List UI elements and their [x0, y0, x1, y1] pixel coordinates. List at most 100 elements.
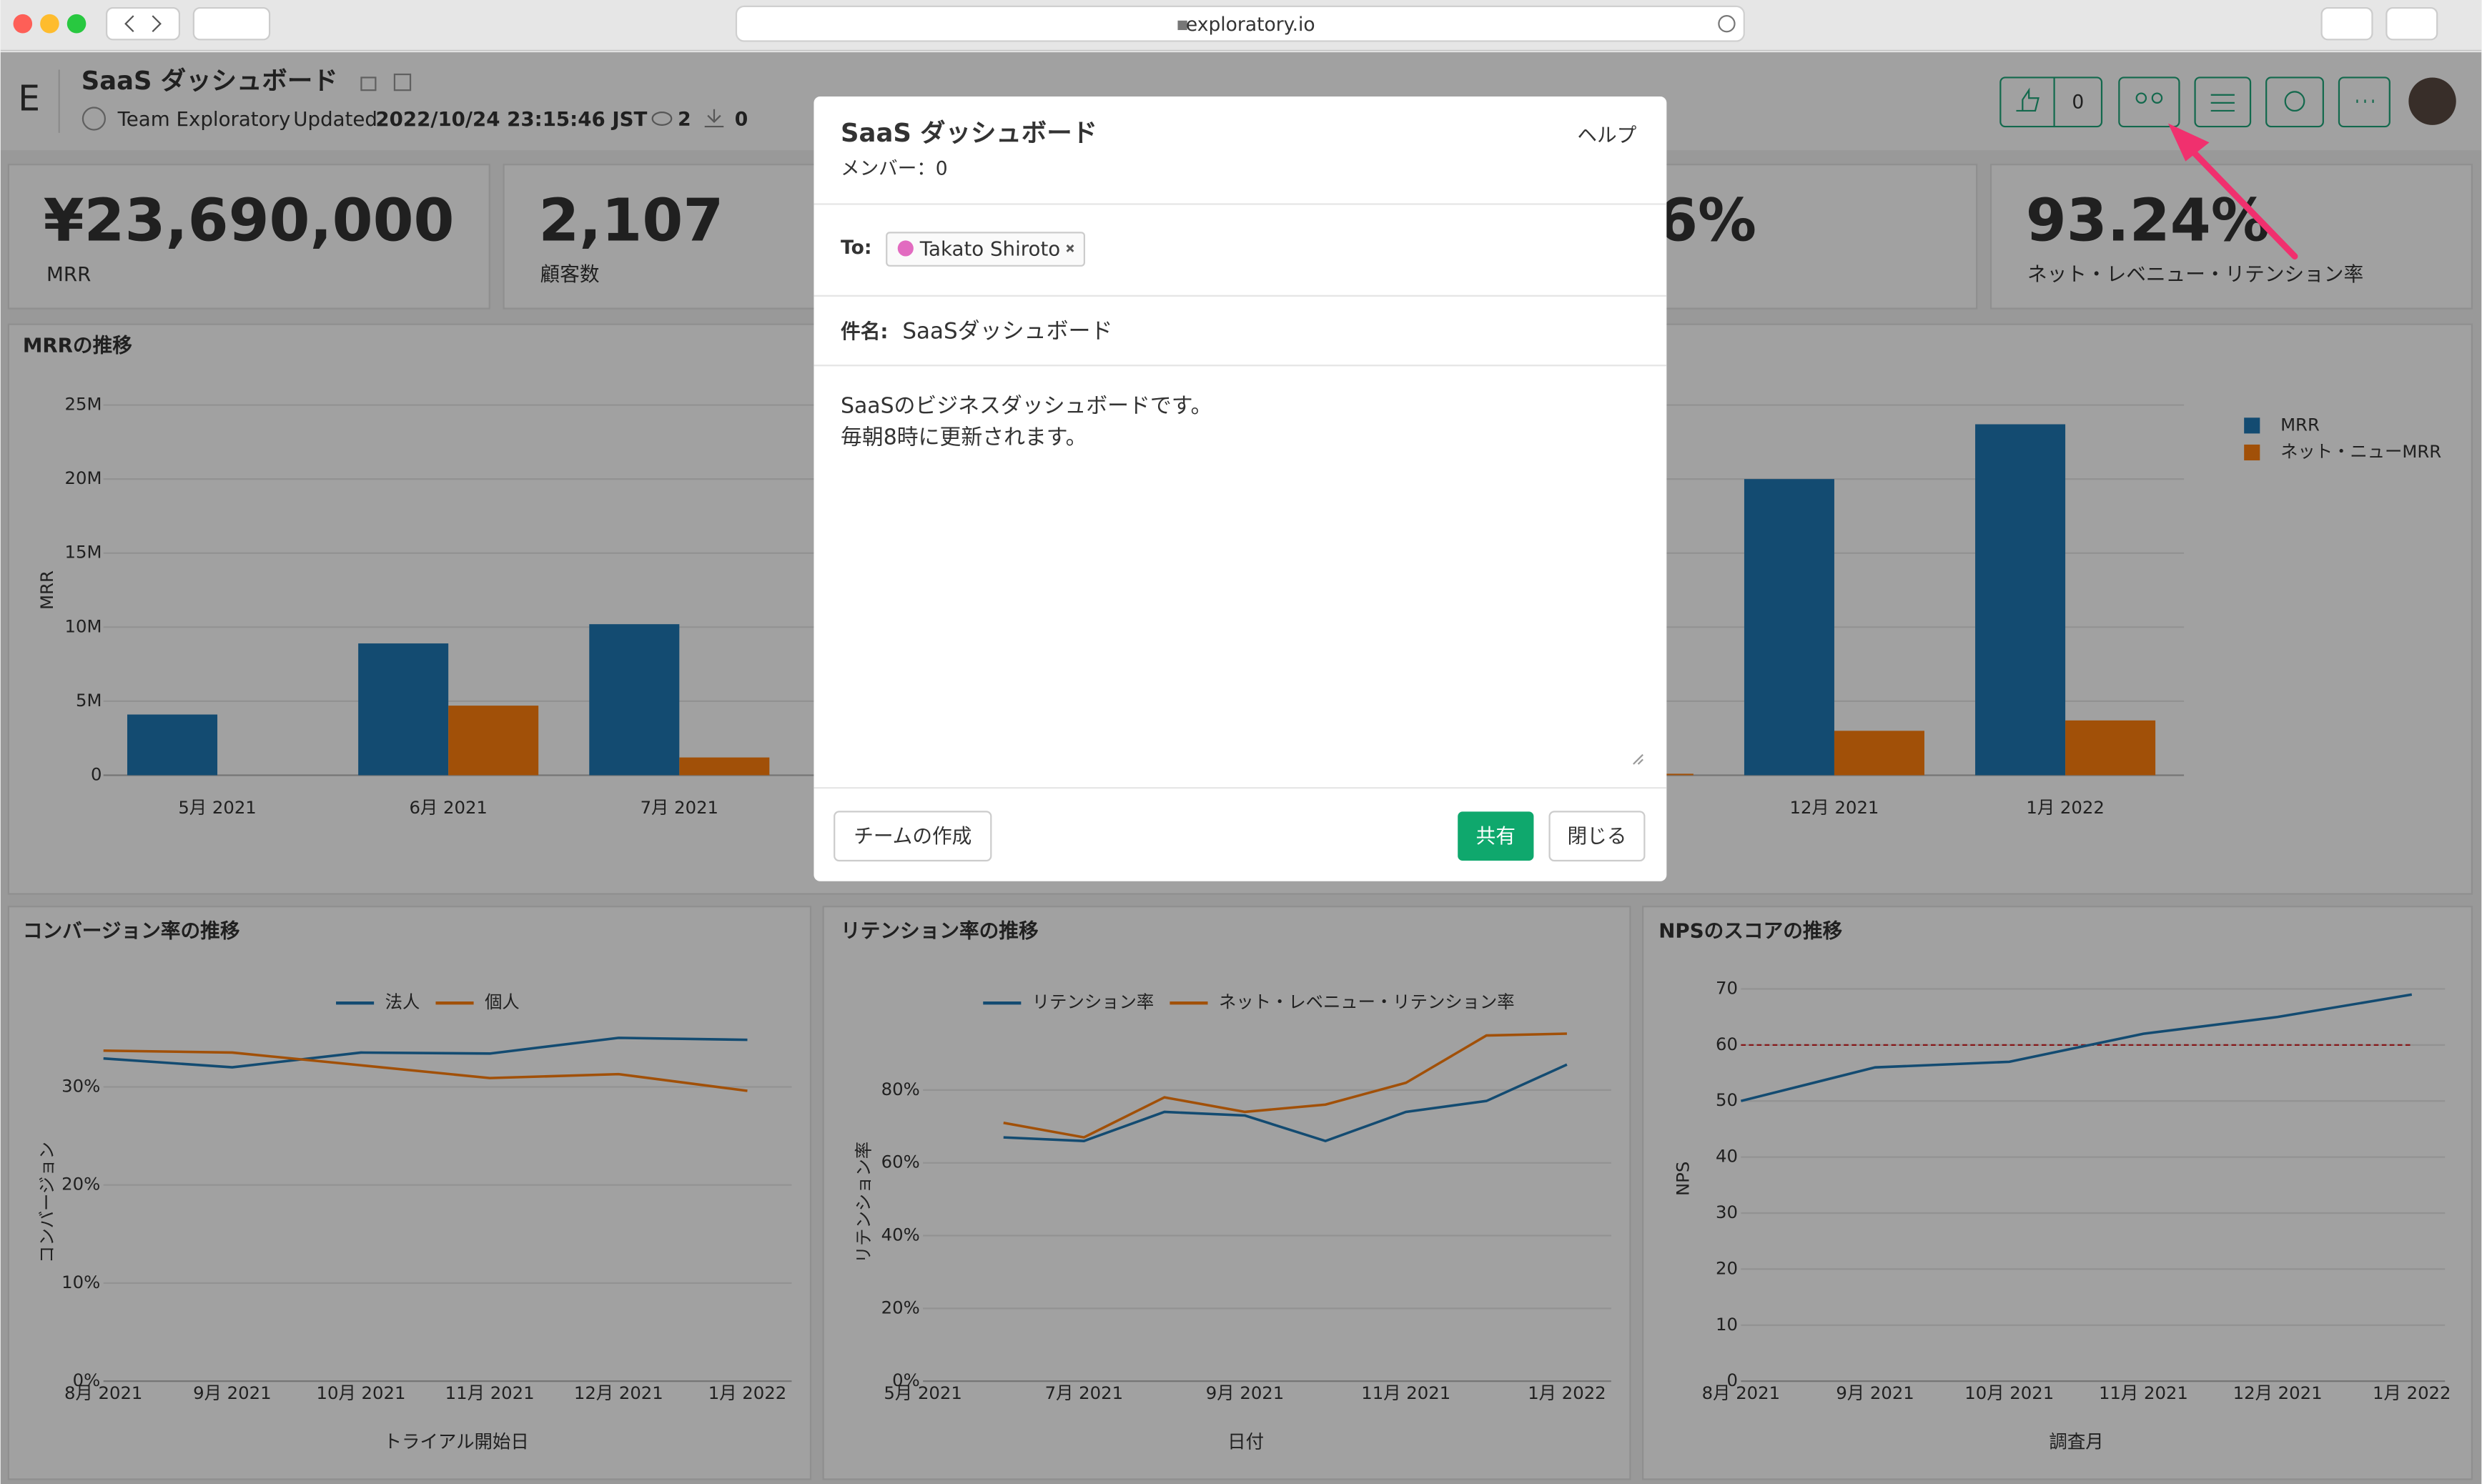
- line-series: [1003, 1063, 1568, 1143]
- chart-title: コンバージョン率の推移: [23, 919, 240, 943]
- y-tick-label: 15M: [65, 542, 102, 563]
- legend-label: MRR: [2280, 414, 2320, 435]
- y-axis-title: MRR: [36, 570, 57, 610]
- sidebar-button[interactable]: [192, 6, 271, 41]
- lock-icon[interactable]: [360, 76, 377, 91]
- create-team-button[interactable]: [834, 811, 992, 862]
- like-count: 0: [2072, 91, 2084, 113]
- chart-title: NPSのスコアの推移: [1658, 919, 1842, 943]
- x-tick-label: 9月 2021: [1836, 1382, 1914, 1403]
- x-tick-label: 7月 2021: [641, 797, 718, 818]
- share-label: 共有: [1476, 824, 1516, 848]
- share-button[interactable]: [1458, 811, 1534, 861]
- y-tick-label: 80%: [881, 1079, 920, 1099]
- edit-icon[interactable]: [393, 73, 412, 91]
- bar: [1834, 731, 1924, 776]
- x-tick-label: 1月 2022: [2373, 1382, 2451, 1403]
- close-label: 閉じる: [1567, 824, 1626, 848]
- like-button[interactable]: [1999, 76, 2103, 128]
- bar: [589, 624, 680, 776]
- legend-label: ネット・ニューMRR: [2280, 441, 2441, 462]
- share-icon: [2151, 92, 2163, 104]
- logo[interactable]: E: [18, 79, 40, 119]
- y-tick-label: 0: [1726, 1370, 1737, 1390]
- address-bar[interactable]: [735, 5, 1745, 42]
- modal-title: SaaS ダッシュボード: [841, 119, 1097, 148]
- kpi-value: 6%: [1657, 187, 1756, 255]
- schedule-button[interactable]: [2265, 76, 2324, 128]
- y-tick-label: 10: [1716, 1314, 1738, 1335]
- zoom-window[interactable]: [66, 14, 86, 34]
- subject-label: 件名:: [841, 320, 888, 343]
- y-tick-label: 25M: [65, 394, 102, 415]
- team-icon: [81, 107, 107, 131]
- kpi-label: ネット・レベニュー・リテンション率: [2027, 262, 2363, 286]
- modal-members: メンバー：0: [841, 157, 948, 179]
- recipient-dot: [897, 240, 914, 257]
- url: exploratory.io: [1186, 14, 1315, 36]
- views-icon: [651, 112, 673, 126]
- y-tick-label: 0: [91, 763, 102, 784]
- legend-label: 個人: [485, 991, 520, 1012]
- y-tick-label: 20M: [65, 468, 102, 488]
- x-tick-label: 11月 2021: [2099, 1382, 2188, 1403]
- y-tick-label: 5M: [76, 690, 102, 711]
- line-series: [103, 1049, 748, 1092]
- close-window[interactable]: [13, 14, 33, 34]
- y-tick-label: 40: [1716, 1146, 1738, 1167]
- x-tick-label: 11月 2021: [445, 1382, 535, 1403]
- x-tick-label: 10月 2021: [1964, 1382, 2054, 1403]
- nav-buttons[interactable]: [106, 6, 181, 41]
- share-button[interactable]: [2320, 6, 2373, 41]
- kpi-value: 2,107: [538, 187, 723, 255]
- bar: [127, 714, 218, 776]
- bar: [2065, 720, 2156, 776]
- bar: [679, 757, 770, 776]
- legend-label: 法人: [385, 991, 420, 1012]
- y-tick-label: 30%: [61, 1075, 100, 1096]
- x-axis-title: トライアル開始日: [384, 1431, 529, 1453]
- kpi-label: MRR: [46, 262, 91, 286]
- x-tick-label: 5月 2021: [178, 797, 256, 818]
- y-tick-label: 40%: [881, 1225, 920, 1245]
- avatar[interactable]: [2408, 77, 2456, 125]
- kpi-card: [7, 164, 490, 310]
- settings-icon: [2210, 94, 2235, 112]
- subject-input[interactable]: SaaSダッシュボード: [902, 318, 1112, 344]
- lock-icon: [1177, 20, 1187, 31]
- close-button[interactable]: [1548, 811, 1646, 862]
- x-tick-label: 12月 2021: [2233, 1382, 2323, 1403]
- to-label: To:: [841, 237, 871, 259]
- x-tick-label: 1月 2022: [708, 1382, 786, 1403]
- tabs-button[interactable]: [2385, 6, 2438, 41]
- minimize-window[interactable]: [40, 14, 59, 34]
- x-tick-label: 8月 2021: [1702, 1382, 1780, 1403]
- help-link[interactable]: ヘルプ: [1577, 123, 1636, 147]
- y-tick-label: 10M: [65, 615, 102, 636]
- y-tick-label: 20%: [881, 1297, 920, 1317]
- share-dashboard-button[interactable]: [2118, 76, 2180, 128]
- schedule-icon: [2284, 91, 2305, 112]
- message-line: 毎朝8時に更新されます。: [841, 425, 1087, 450]
- remove-recipient[interactable]: [1066, 244, 1074, 252]
- reload[interactable]: [1718, 15, 1736, 33]
- bar: [358, 643, 449, 776]
- legend-swatch: [2244, 417, 2260, 434]
- chart-panel: [822, 906, 1631, 1480]
- y-axis-title: コンバージョン: [36, 1142, 57, 1263]
- chart-title: MRRの推移: [23, 334, 132, 357]
- line-series: [103, 1037, 748, 1069]
- message-input[interactable]: [823, 373, 1650, 769]
- views-count: 2: [678, 109, 691, 131]
- x-tick-label: 6月 2021: [409, 797, 487, 818]
- annotation-arrowhead: [2167, 123, 2210, 162]
- annotation-arrow: [2184, 142, 2298, 259]
- x-tick-label: 11月 2021: [1361, 1382, 1450, 1403]
- y-tick-label: 10%: [61, 1272, 100, 1292]
- kpi-value: ¥23,690,000: [44, 187, 455, 255]
- bar: [1975, 424, 2066, 776]
- x-axis-title: 日付: [1227, 1431, 1264, 1453]
- x-tick-label: 5月 2021: [884, 1382, 961, 1403]
- team-link[interactable]: Team Exploratory: [117, 107, 291, 131]
